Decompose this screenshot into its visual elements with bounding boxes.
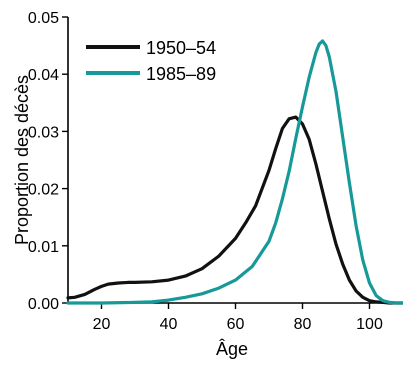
y-tick-label-0.04: 0.04 <box>28 67 59 84</box>
series-line-0 <box>66 115 403 305</box>
y-tick-label-0.02: 0.02 <box>28 182 59 199</box>
series-line-1 <box>66 39 403 305</box>
legend-label-1: 1985–89 <box>146 64 216 84</box>
x-tick-label-60: 60 <box>227 316 245 333</box>
x-tick-label-40: 40 <box>160 316 178 333</box>
y-axis-title: Proportion des décès <box>12 75 32 245</box>
y-tick-label-0.03: 0.03 <box>28 124 59 141</box>
axes-layer <box>67 17 403 304</box>
y-tick-label-0.05: 0.05 <box>28 10 59 27</box>
y-tick-label-0.01: 0.01 <box>28 239 59 256</box>
legend-label-0: 1950–54 <box>146 38 216 58</box>
y-tick-label-0.00: 0.00 <box>28 296 59 313</box>
x-tick-label-20: 20 <box>93 316 111 333</box>
x-axis-title: Âge <box>216 339 248 359</box>
ticks-layer: 20 40 60 80 100 0.00 0.01 0.02 0.03 0.04 0.05 <box>28 10 383 333</box>
legend: 1950–54 1985–89 <box>86 38 216 84</box>
series-layer <box>66 39 403 305</box>
x-tick-label-100: 100 <box>356 316 383 333</box>
x-tick-label-80: 80 <box>294 316 312 333</box>
